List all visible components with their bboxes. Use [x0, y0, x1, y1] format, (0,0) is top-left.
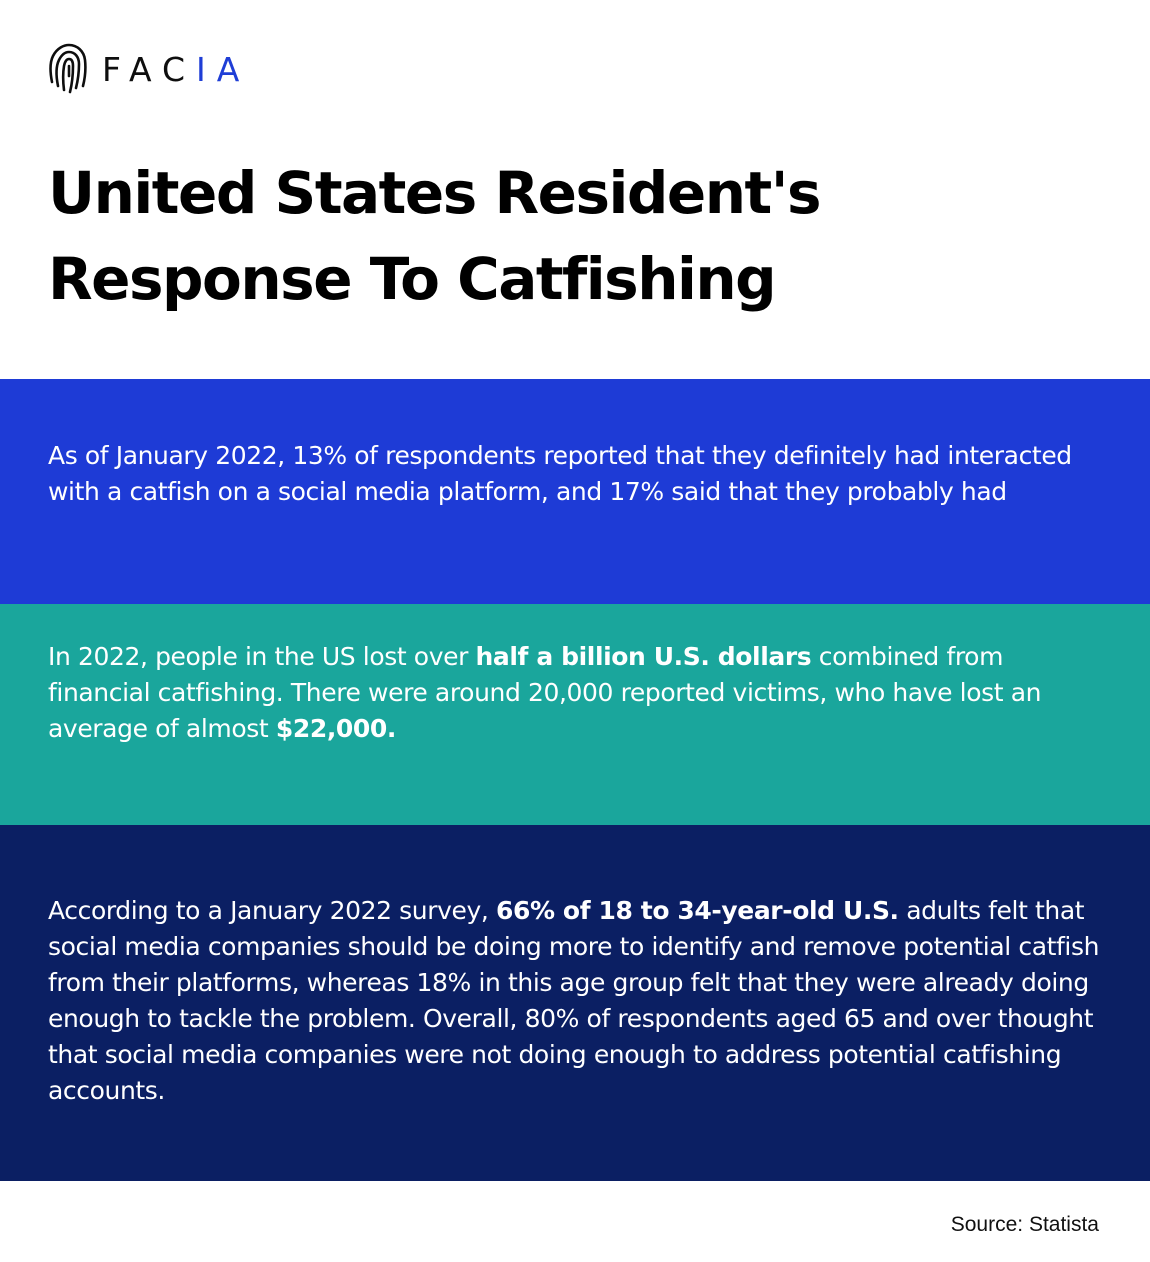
stat-text-survey-b: adults felt that social media companies … — [48, 895, 1100, 1105]
stat-highlight-average-loss: $22,000. — [275, 713, 397, 743]
page-title-line-2: Response To Catfishing — [48, 245, 777, 313]
page-title: United States Resident's Response To Cat… — [48, 150, 1048, 322]
fingerprint-icon — [49, 43, 87, 94]
stat-band-survey: According to a January 2022 survey, 66% … — [0, 825, 1150, 1181]
stat-text-survey-a: According to a January 2022 survey, — [48, 895, 496, 925]
stat-band-interaction: As of January 2022, 13% of respondents r… — [0, 379, 1150, 604]
page-title-line-1: United States Resident's — [48, 159, 822, 227]
source-credit: Source: Statista — [950, 1213, 1099, 1236]
stat-text-losses: In 2022, people in the US lost over half… — [48, 639, 1102, 747]
stat-text-losses-a: In 2022, people in the US lost over — [48, 641, 476, 671]
brand-wordmark: FAC IA — [102, 53, 250, 86]
brand-logo: FAC IA — [48, 42, 250, 96]
brand-wordmark-accent: IA — [196, 49, 251, 89]
stat-band-losses: In 2022, people in the US lost over half… — [0, 604, 1150, 825]
stat-highlight-young-adults: 66% of 18 to 34-year-old U.S. — [495, 895, 899, 925]
stat-text-losses-b: combined from financial catfishing. Ther… — [48, 641, 1042, 743]
brand-wordmark-dark: FAC — [102, 49, 196, 89]
stat-text-interaction: As of January 2022, 13% of respondents r… — [48, 440, 1072, 506]
stat-highlight-half-billion: half a billion U.S. dollars — [475, 641, 812, 671]
stat-text-survey: According to a January 2022 survey, 66% … — [48, 893, 1102, 1109]
